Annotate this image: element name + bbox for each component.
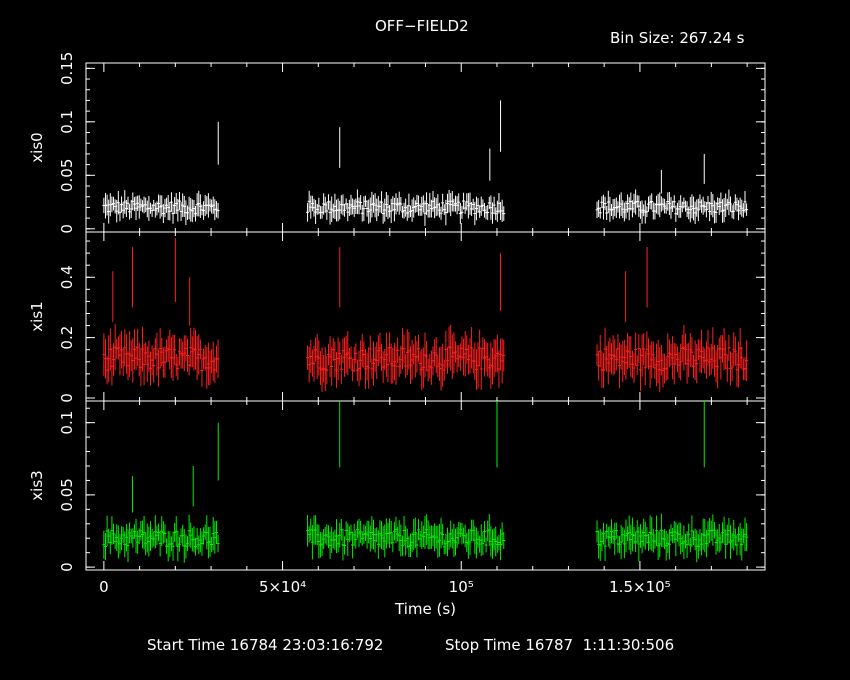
- y-tick-label-xis0: 0.05: [58, 159, 76, 192]
- y-axis-label-xis3: xis3: [28, 470, 46, 500]
- y-axis-label-xis0: xis0: [28, 132, 46, 162]
- y-tick-label-xis3: 0: [58, 562, 76, 572]
- y-tick-label-xis0: 0.15: [58, 52, 76, 85]
- x-tick-label: 1.5×10⁵: [609, 578, 671, 596]
- stop-time-label: Stop Time 16787 1:11:30:506: [445, 636, 675, 654]
- y-axis-label-xis1: xis1: [28, 301, 46, 331]
- x-tick-label: 10⁵: [449, 578, 474, 596]
- start-time-label: Start Time 16784 23:03:16:792: [147, 636, 384, 654]
- x-axis-label: Time (s): [394, 600, 456, 618]
- y-tick-label-xis1: 0: [58, 393, 76, 403]
- x-tick-label: 5×10⁴: [259, 578, 306, 596]
- bin-size-label: Bin Size: 267.24 s: [610, 29, 745, 47]
- y-tick-label-xis3: 0.05: [58, 478, 76, 511]
- x-tick-label: 0: [99, 578, 109, 596]
- y-tick-label-xis3: 0.1: [58, 411, 76, 435]
- y-tick-label-xis0: 0: [58, 224, 76, 234]
- y-tick-label-xis1: 0.2: [58, 326, 76, 350]
- chart-title: OFF−FIELD2: [375, 17, 469, 35]
- y-tick-label-xis0: 0.1: [58, 110, 76, 134]
- y-tick-label-xis1: 0.4: [58, 265, 76, 289]
